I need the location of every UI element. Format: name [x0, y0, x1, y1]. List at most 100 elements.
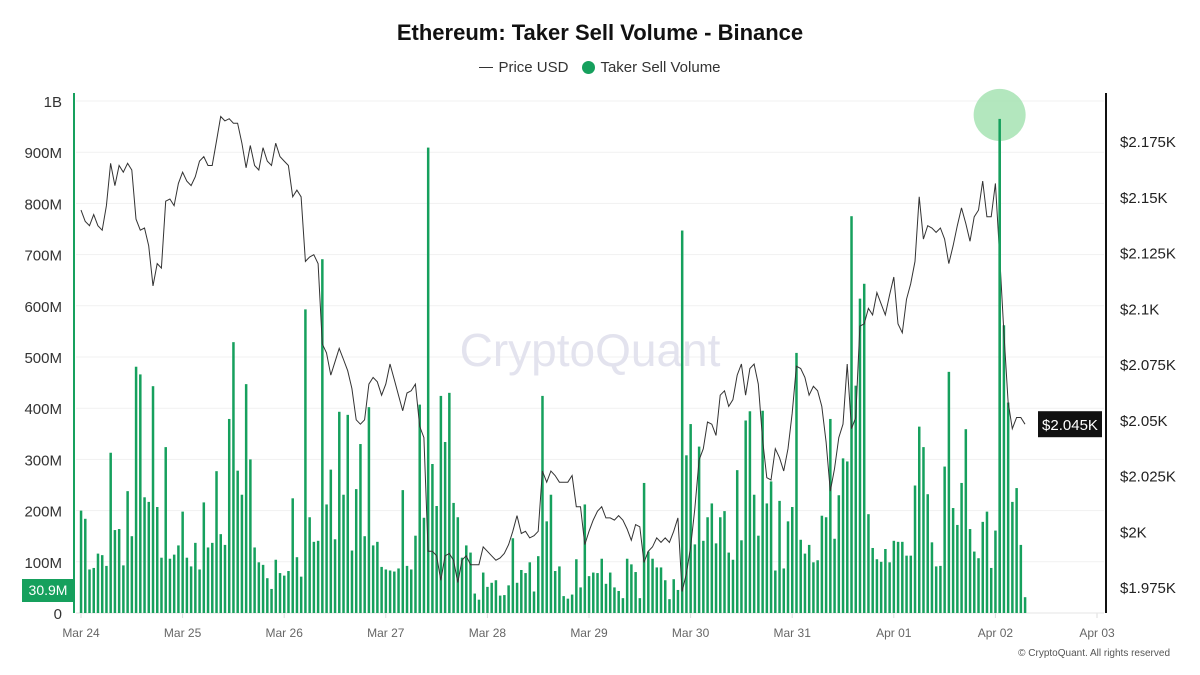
- volume-bar: [312, 541, 316, 613]
- volume-bar: [723, 511, 726, 613]
- volume-bar: [198, 569, 201, 613]
- volume-bar: [875, 559, 879, 613]
- volume-bar: [807, 544, 811, 613]
- volume-bar: [316, 540, 320, 613]
- volume-bar: [431, 464, 434, 613]
- volume-bar: [710, 503, 714, 613]
- legend-volume[interactable]: Taker Sell Volume: [600, 58, 721, 76]
- volume-bar: [211, 542, 214, 613]
- volume-bar: [448, 392, 451, 613]
- volume-bar: [697, 446, 701, 613]
- volume-bar: [422, 517, 426, 613]
- volume-bar: [507, 585, 510, 613]
- volume-bar: [841, 458, 845, 613]
- volume-bar: [126, 491, 129, 613]
- y-left-tick-label: 900M: [24, 145, 62, 162]
- volume-bar: [503, 595, 506, 613]
- volume-bar: [858, 298, 862, 613]
- volume-bar: [113, 530, 117, 613]
- volume-bar: [867, 514, 870, 613]
- volume-bar: [359, 444, 362, 613]
- volume-bar: [346, 414, 349, 613]
- volume-bar: [354, 489, 358, 613]
- volume-bar: [528, 562, 532, 613]
- volume-bar-peak: [998, 118, 1001, 614]
- volume-bar: [397, 568, 400, 613]
- volume-bar: [748, 411, 752, 613]
- x-tick-label: Mar 28: [469, 626, 507, 640]
- volume-bar: [871, 547, 874, 613]
- volume-bar: [100, 555, 104, 613]
- volume-bar: [947, 371, 951, 613]
- y-left-tick-label: 1B: [44, 94, 62, 111]
- volume-bar: [579, 587, 582, 613]
- volume-bar: [973, 551, 976, 613]
- volume-bar: [647, 551, 650, 613]
- volume-bar: [638, 598, 642, 613]
- volume-bar: [795, 352, 798, 613]
- volume-bar: [206, 547, 210, 613]
- volume-bar: [105, 565, 108, 613]
- volume-bar: [668, 599, 671, 613]
- legend-line-icon: [479, 66, 494, 68]
- volume-bar: [122, 565, 125, 613]
- volume-bar: [744, 420, 747, 613]
- volume-bar: [782, 568, 786, 613]
- volume-bar: [824, 517, 828, 613]
- volume-bar: [426, 147, 430, 614]
- volume-bar: [854, 385, 857, 613]
- y-right-tick-label: $2.075K: [1120, 357, 1176, 374]
- volume-bar: [494, 580, 498, 613]
- volume-bar: [405, 565, 409, 613]
- volume-bar: [151, 386, 155, 613]
- volume-bar: [325, 504, 328, 613]
- x-tick-label: Apr 01: [876, 626, 912, 640]
- volume-bar: [524, 573, 527, 613]
- x-tick-label: Mar 29: [570, 626, 608, 640]
- volume-bar: [380, 566, 383, 613]
- volume-bar: [215, 471, 218, 613]
- volume-bar: [939, 565, 942, 613]
- copyright: © CryptoQuant. All rights reserved: [1018, 648, 1170, 659]
- volume-bar: [486, 586, 489, 613]
- volume-bar: [172, 554, 176, 613]
- volume-bar: [333, 539, 337, 613]
- volume-bar: [778, 500, 781, 613]
- volume-bar: [664, 580, 667, 613]
- volume-bar: [1023, 597, 1027, 613]
- volume-bar: [253, 547, 256, 613]
- volume-bar: [481, 572, 485, 613]
- volume-bar: [587, 576, 591, 613]
- volume-bar: [676, 589, 680, 613]
- volume-bar: [202, 502, 206, 613]
- volume-bar: [934, 566, 938, 613]
- volume-bar: [384, 569, 388, 613]
- volume-bar: [473, 593, 476, 613]
- volume-bar: [892, 540, 896, 613]
- volume-bar: [376, 541, 379, 613]
- legend-price[interactable]: Price USD: [498, 58, 569, 76]
- volume-bar: [621, 598, 625, 613]
- volume-bar: [185, 557, 189, 613]
- volume-bar: [147, 501, 151, 613]
- volume-bar: [727, 552, 730, 613]
- volume-bar: [232, 342, 235, 613]
- legend: Price USD Taker Sell Volume: [0, 58, 1200, 76]
- volume-bar: [227, 418, 231, 613]
- volume-bar: [918, 426, 921, 613]
- volume-bar: [511, 538, 515, 613]
- volume-bar: [244, 384, 248, 613]
- volume-bar: [515, 582, 519, 613]
- volume-bar: [719, 517, 722, 613]
- volume-bar: [452, 502, 455, 613]
- volume-last-value-box: [22, 579, 74, 602]
- volume-bar: [465, 545, 468, 613]
- volume-bar: [435, 505, 438, 613]
- volume-bar: [350, 550, 354, 613]
- volume-bar: [583, 504, 587, 613]
- volume-bar: [338, 411, 341, 613]
- volume-bar: [393, 571, 396, 613]
- volume-bar: [731, 559, 735, 613]
- volume-bar: [160, 557, 163, 613]
